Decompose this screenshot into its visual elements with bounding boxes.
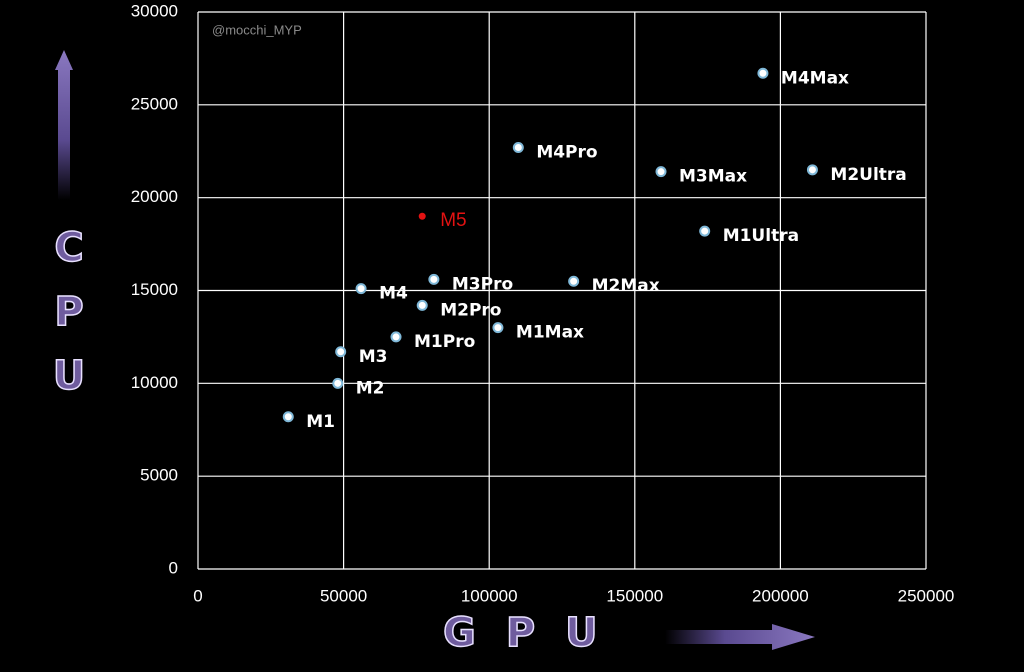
y-arrow <box>55 50 73 200</box>
point-label: M2Pro <box>440 300 501 320</box>
y-tick-label: 20000 <box>131 187 178 206</box>
point <box>390 331 402 343</box>
point <box>335 346 347 358</box>
point-label: M5 <box>440 210 466 231</box>
x-tick-label: 200000 <box>752 586 809 605</box>
point-label: M3Pro <box>452 274 513 294</box>
point <box>655 166 667 178</box>
y-tick-label: 5000 <box>140 466 178 485</box>
y-tick-label: 15000 <box>131 280 178 299</box>
point-label: M4Max <box>781 68 849 88</box>
point-label: M3 <box>359 347 388 367</box>
point <box>492 322 504 334</box>
point-label: M1Ultra <box>723 226 799 246</box>
point-label: M2Max <box>592 276 660 296</box>
point <box>806 164 818 176</box>
y-tick-label: 25000 <box>131 94 178 113</box>
point <box>512 142 524 154</box>
point-label: M4 <box>379 284 408 304</box>
point-label: M4Pro <box>536 143 597 163</box>
x-tick-label: 100000 <box>461 586 518 605</box>
x-tick-label: 150000 <box>606 586 663 605</box>
x-tick-label: 0 <box>193 586 202 605</box>
y-tick-label: 30000 <box>131 1 178 20</box>
x-tick-label: 50000 <box>320 586 367 605</box>
point <box>418 212 426 220</box>
point <box>282 411 294 423</box>
point <box>428 273 440 285</box>
point-label: M2Ultra <box>830 165 906 185</box>
point <box>699 225 711 237</box>
point <box>332 377 344 389</box>
point-label: M1Pro <box>414 332 475 352</box>
watermark: @mocchi_MYP <box>212 22 302 37</box>
x-arrow <box>665 624 815 650</box>
x-axis-label: GPU <box>442 609 628 657</box>
point-label: M1Max <box>516 323 584 343</box>
point-label: M3Max <box>679 167 747 187</box>
x-tick-label: 250000 <box>898 586 955 605</box>
point-label: M2 <box>356 378 385 398</box>
y-axis-label: CPU <box>45 224 93 418</box>
point <box>416 299 428 311</box>
point <box>568 275 580 287</box>
point <box>757 67 769 79</box>
y-tick-label: 0 <box>169 558 178 577</box>
point <box>355 283 367 295</box>
y-tick-label: 10000 <box>131 373 178 392</box>
point-label: M1 <box>306 412 335 432</box>
